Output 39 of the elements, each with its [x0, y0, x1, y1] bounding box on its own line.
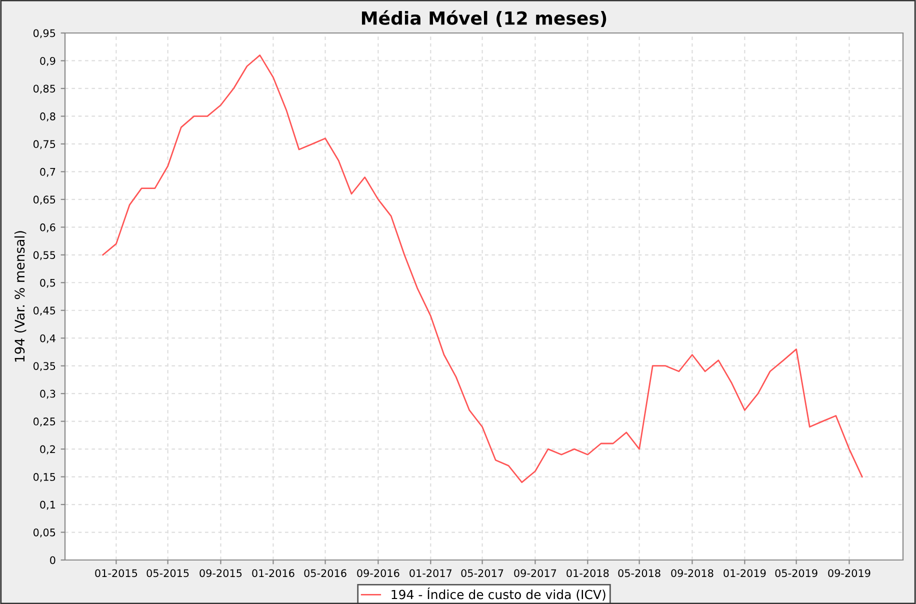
line-series	[102, 54, 863, 484]
y-tick-label: 0,25	[33, 418, 56, 426]
y-tick-label: 0,65	[33, 196, 56, 205]
x-tick-label: 01-2017	[410, 569, 452, 578]
x-tick-label: 09-2018	[671, 569, 714, 578]
y-tick-label: 0,45	[33, 306, 56, 316]
y-tick-label: 0,8	[40, 112, 56, 122]
y-tick-label: 0,2	[40, 445, 55, 454]
x-tick-label: 05-2019	[775, 569, 818, 578]
x-tick-label: 05-2015	[146, 569, 189, 578]
x-tick-label: 05-2017	[461, 569, 504, 578]
y-tick-label: 0,05	[33, 528, 56, 538]
chart-title: Média Móvel (12 meses)	[362, 10, 606, 28]
y-tick-label: 0,15	[33, 473, 56, 482]
y-tick-label: 0,55	[33, 251, 56, 260]
y-tick-label: 0,75	[33, 140, 56, 150]
x-tick-label: 01-2015	[95, 569, 138, 578]
x-tick-label: 09-2017	[514, 569, 556, 578]
y-tick-label: 0	[50, 556, 56, 564]
y-tick-label: 0,85	[33, 84, 56, 94]
x-tick-label: 09-2016	[357, 569, 400, 578]
y-tick-label: 0,6	[40, 223, 56, 232]
y-tick-label: 0,5	[40, 278, 56, 288]
y-tick-label: 0,9	[40, 56, 56, 66]
x-tick-label: 01-2018	[566, 569, 609, 578]
x-tick-label: 01-2016	[252, 569, 294, 578]
y-tick-label: 0,35	[33, 362, 56, 372]
y-tick-label: 0,7	[40, 168, 56, 177]
x-tick-label: 05-2016	[304, 569, 346, 578]
y-tick-label: 0,95	[33, 29, 56, 38]
legend-label: 194 - Índice de custo de vida (ICV)	[392, 587, 606, 601]
y-tick-label: 0,1	[40, 500, 56, 510]
x-tick-label: 09-2019	[828, 569, 870, 578]
x-tick-label: 01-2019	[724, 569, 766, 578]
y-axis-title: 194 (Var. % mensal)	[14, 231, 26, 362]
x-tick-label: 09-2015	[200, 569, 242, 578]
x-tick-label: 05-2018	[618, 569, 660, 578]
y-tick-label: 0,3	[40, 390, 56, 399]
y-tick-label: 0,4	[40, 334, 56, 344]
